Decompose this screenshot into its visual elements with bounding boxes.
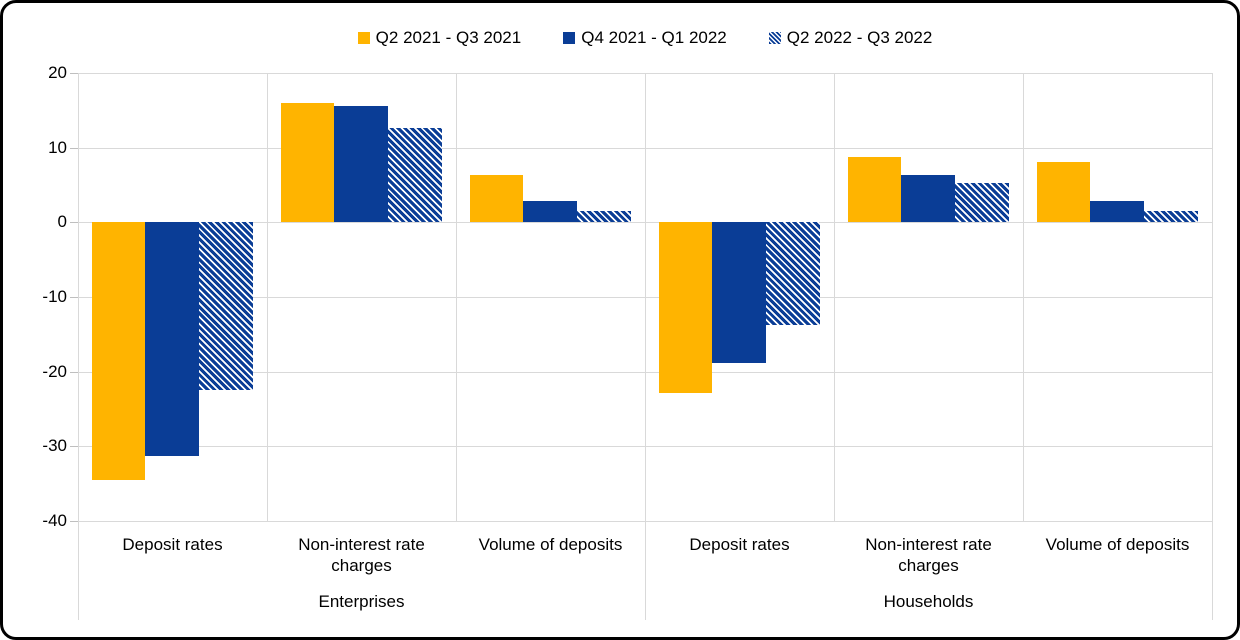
- bar-positive: [523, 201, 578, 223]
- y-axis-tick: [70, 297, 78, 298]
- bar-positive: [469, 175, 524, 223]
- bar-positive: [1036, 161, 1091, 223]
- legend-label: Q4 2021 - Q1 2022: [581, 28, 727, 47]
- y-axis-tick: [70, 521, 78, 522]
- bar-positive: [280, 102, 335, 223]
- y-tick-label: 20: [48, 63, 67, 82]
- group-label: Enterprises: [318, 592, 405, 611]
- y-tick-label: -30: [42, 436, 67, 456]
- bar-positive: [955, 182, 1009, 223]
- legend-label: Q2 2022 - Q3 2022: [786, 28, 933, 47]
- bar-negative: [766, 222, 820, 325]
- bar-negative: [145, 222, 200, 457]
- y-tick-label: -10: [42, 287, 67, 306]
- y-tick-label: -40: [42, 511, 67, 530]
- bar-positive: [334, 105, 389, 223]
- group-separator: [645, 73, 646, 620]
- bar-positive: [1144, 211, 1198, 223]
- bar-positive: [1090, 200, 1145, 223]
- bar-negative: [199, 222, 253, 391]
- y-axis-tick: [70, 222, 78, 224]
- category-separator: [456, 73, 457, 521]
- y-axis-tick: [70, 446, 78, 448]
- y-tick-label: 10: [48, 137, 67, 157]
- category-label: Deposit rates: [689, 535, 790, 554]
- group-separator: [78, 73, 79, 620]
- group-separator: [1212, 73, 1213, 620]
- y-axis-tick: [70, 371, 78, 373]
- bar-positive: [577, 211, 631, 223]
- bar-negative: [658, 222, 713, 393]
- bar-positive: [388, 127, 442, 223]
- bar-negative: [712, 222, 767, 363]
- category-label: Non-interest rate charges: [298, 535, 425, 575]
- legend-marker-solid-orange: [357, 32, 370, 44]
- category-separator: [267, 73, 268, 521]
- legend-item: Q2 2021 - Q3 2021: [357, 28, 522, 48]
- category-separator: [834, 73, 835, 521]
- y-axis-tick: [70, 73, 78, 74]
- bar-positive: [847, 157, 902, 223]
- y-tick-label: -20: [42, 361, 67, 381]
- legend-marker-hatched-blue: [768, 32, 781, 44]
- y-axis-tick: [70, 147, 78, 149]
- category-label: Non-interest rate charges: [865, 535, 992, 575]
- chart-legend: Q2 2021 - Q3 2021 Q4 2021 - Q1 2022 Q2 2…: [78, 25, 1212, 51]
- category-label: Deposit rates: [122, 535, 223, 554]
- legend-label: Q2 2021 - Q3 2021: [375, 28, 522, 47]
- bar-negative: [91, 222, 146, 480]
- legend-marker-solid-blue: [563, 32, 576, 44]
- category-label: Volume of deposits: [478, 535, 623, 554]
- legend-item: Q4 2021 - Q1 2022: [563, 28, 727, 48]
- category-label: Volume of deposits: [1045, 535, 1190, 554]
- legend-item: Q2 2022 - Q3 2022: [768, 28, 933, 48]
- group-label: Households: [883, 592, 974, 611]
- category-separator: [1023, 73, 1024, 521]
- y-tick-label: 0: [57, 212, 67, 232]
- bar-positive: [901, 174, 956, 223]
